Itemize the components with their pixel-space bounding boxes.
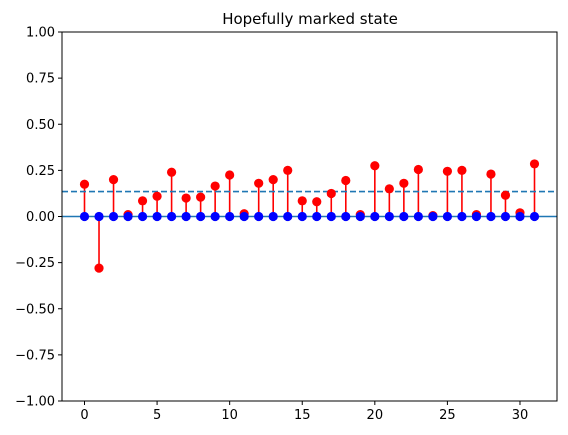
data-point-blue — [471, 211, 482, 222]
data-point-blue — [181, 211, 191, 222]
data-point-blue — [283, 211, 293, 222]
data-point-red — [181, 193, 191, 203]
data-point-red — [196, 192, 206, 202]
data-point-blue — [341, 211, 351, 222]
y-tick-label: −0.50 — [15, 302, 55, 317]
data-point-red — [500, 190, 511, 200]
x-tick-label: 30 — [512, 408, 529, 423]
y-tick-label: −0.75 — [15, 348, 55, 363]
y-tick-label: 0.25 — [26, 164, 55, 179]
data-point-red — [152, 191, 162, 201]
data-point-red — [529, 159, 540, 169]
data-point-blue — [500, 211, 511, 222]
data-point-red — [210, 181, 220, 191]
data-point-red — [225, 170, 235, 180]
y-tick-label: 1.00 — [26, 26, 55, 41]
data-point-red — [413, 164, 423, 175]
data-point-red — [370, 161, 380, 171]
data-point-red — [399, 178, 409, 188]
x-tick-label: 5 — [153, 408, 161, 423]
data-point-blue — [355, 211, 365, 222]
data-point-blue — [254, 211, 264, 222]
data-point-blue — [399, 211, 409, 222]
data-point-blue — [94, 211, 104, 222]
data-point-red — [254, 178, 264, 188]
data-point-blue — [225, 211, 235, 222]
data-point-blue — [486, 211, 496, 222]
data-point-blue — [196, 211, 206, 222]
data-point-red — [297, 196, 307, 206]
data-point-blue — [457, 211, 467, 222]
data-point-blue — [384, 211, 394, 222]
data-point-red — [457, 165, 467, 175]
axes: 0 5 10 15 20 25 30 −1.00 −0.75 −0.50 −0.25 0.00 0.25… — [15, 26, 558, 423]
x-tick-label: 15 — [294, 408, 311, 423]
data-point-blue — [108, 211, 119, 222]
data-point-blue — [312, 211, 322, 222]
data-point-blue — [515, 211, 525, 222]
data-point-blue — [529, 211, 540, 222]
data-point-blue — [413, 211, 423, 222]
x-tick-label: 25 — [439, 408, 456, 423]
data-point-blue — [79, 211, 90, 222]
data-point-blue — [326, 211, 336, 222]
data-point-red — [137, 196, 148, 206]
data-point-red — [94, 263, 104, 273]
y-tick-label: 0.50 — [26, 118, 55, 133]
y-tick-label: −0.25 — [15, 256, 55, 271]
data-point-red — [79, 179, 90, 189]
data-point-blue — [297, 211, 307, 222]
data-point-red — [384, 184, 394, 194]
chart-title: Hopefully marked state — [222, 10, 398, 28]
data-point-blue — [166, 211, 177, 222]
data-point-red — [283, 165, 293, 175]
data-point-red — [108, 175, 119, 185]
data-point-blue — [428, 211, 438, 222]
data-point-red — [268, 175, 278, 185]
data-point-blue — [210, 211, 220, 222]
data-point-red — [442, 166, 453, 176]
data-point-red — [312, 197, 322, 207]
x-tick-label: 10 — [221, 408, 238, 423]
data-point-red — [166, 167, 177, 177]
x-tick-label: 0 — [80, 408, 88, 423]
data-point-red — [326, 188, 336, 199]
data-point-red — [486, 169, 496, 179]
data-point-blue — [268, 211, 278, 222]
y-tick-label: 0.00 — [26, 210, 55, 225]
data-point-blue — [370, 211, 380, 222]
x-tick-label: 20 — [367, 408, 384, 423]
data-point-blue — [239, 211, 249, 222]
data-point-blue — [137, 211, 148, 222]
y-tick-label: −1.00 — [15, 395, 55, 410]
data-point-red — [341, 175, 351, 186]
data-point-blue — [152, 211, 162, 222]
plot-area — [62, 159, 557, 273]
data-point-blue — [123, 211, 133, 222]
data-point-blue — [442, 211, 453, 222]
y-tick-label: 0.75 — [26, 72, 55, 87]
